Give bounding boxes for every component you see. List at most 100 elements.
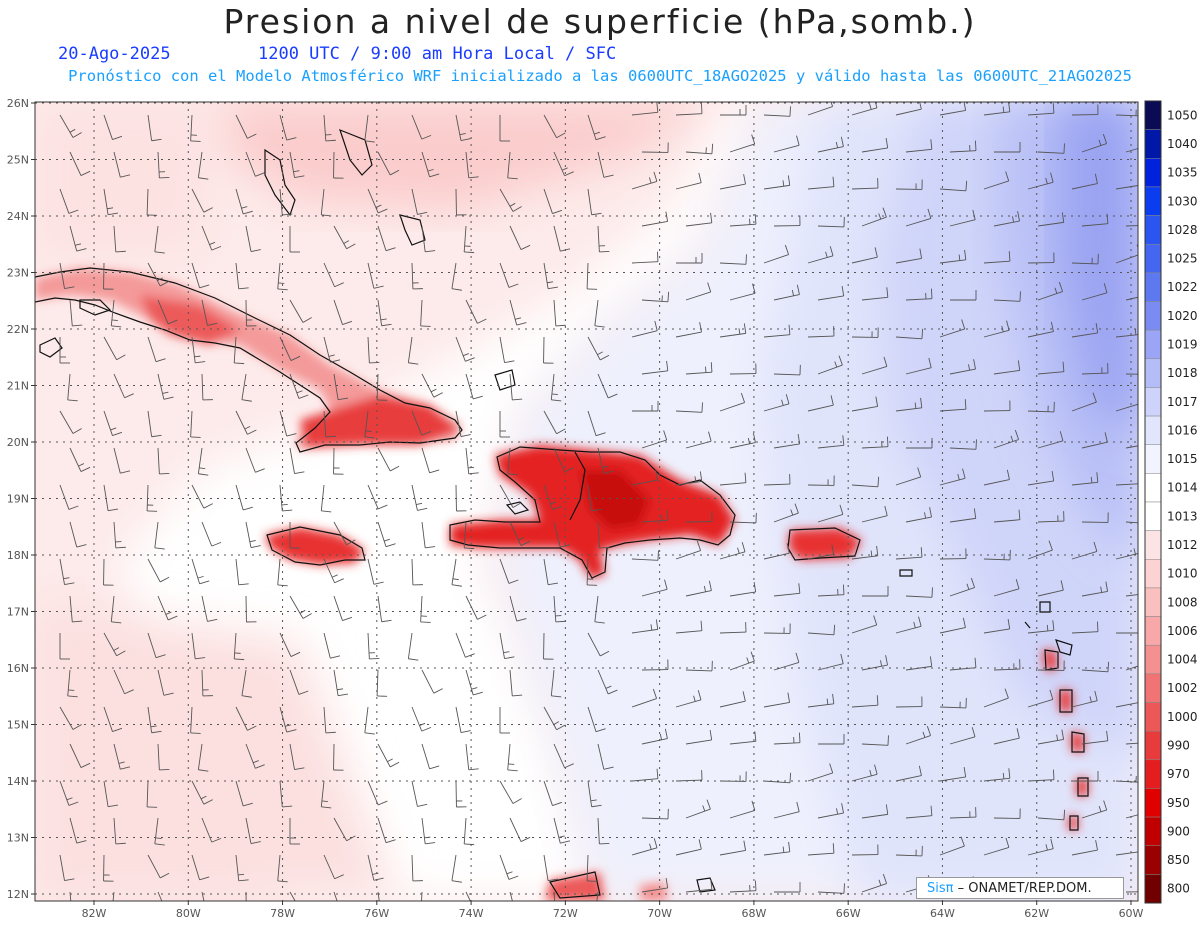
wind-barb [1081,133,1108,153]
wind-barb [983,837,1010,856]
wind-barb [597,521,610,549]
wind-barb [377,299,392,327]
colorbar-swatch [1144,473,1162,503]
wind-barb [1037,580,1064,597]
colorbar-label: 1040 [1167,137,1198,151]
lat-label: 21N [7,380,29,393]
wind-barb [367,484,388,510]
wind-barb [553,743,574,769]
wind-barb [69,743,91,768]
wind-barb [1081,800,1108,819]
colorbar-label: 850 [1167,853,1190,867]
wind-barb [364,706,375,735]
wind-barb [729,432,756,449]
wind-barb [763,244,790,264]
wind-barb [763,474,791,486]
wind-barb [807,475,835,486]
wind-barb [499,188,522,212]
wind-barb [861,356,888,375]
lat-label: 24N [7,210,29,223]
colorbar-swatch [1144,874,1162,904]
wind-barb [553,521,571,548]
wind-barb [147,706,162,734]
wind-barb [289,891,296,901]
wind-barb [197,151,209,180]
colorbar-label: 1030 [1167,194,1198,208]
colorbar-swatch [1144,759,1162,789]
wind-barb [245,595,257,623]
wind-barb [463,225,475,254]
wind-barb [949,727,976,745]
wind-barb [59,410,82,434]
wind-barb [367,780,388,806]
colorbar-swatch [1144,673,1162,703]
wind-barb [1115,548,1138,560]
wind-barb [507,447,518,476]
wind-barb [905,139,933,153]
colorbar-label: 1028 [1167,223,1198,237]
forecast-info: Pronóstico con el Modelo Atmosférico WRF… [68,67,1132,85]
wind-barb [1125,148,1138,153]
wind-barb [499,411,510,438]
wind-barb [455,410,471,437]
wind-barb [729,880,757,893]
lat-label: 20N [7,436,29,449]
wind-barb [543,558,559,586]
wind-barb [851,178,879,190]
wind-barb [421,669,443,694]
wind-barb [543,484,563,511]
wind-barb [1125,225,1138,227]
wind-barb [685,580,712,597]
longitude-labels: 82W 80W 78W 76W 74W 72W 70W 68W 66W 64W 62W 60W [82,901,1144,920]
wind-barb [1027,769,1055,782]
wind-barb [191,484,213,509]
wind-barb [720,105,747,116]
wind-barb [553,151,574,177]
wind-barb [1037,281,1064,301]
wind-barb [553,447,574,473]
wind-barb [1027,540,1053,560]
wind-barb [103,706,123,733]
wind-barb [817,584,845,597]
wind-barb [147,336,166,363]
wind-barb [719,840,747,856]
colorbar-label: 970 [1167,767,1190,781]
wind-barb [773,732,801,745]
wind-barb [235,114,257,139]
wind-barb [320,484,332,513]
wind-barb [1027,172,1054,190]
wind-barb [323,262,344,288]
wind-barb [333,743,344,771]
map-title: Presion a nivel de superficie (hPa,somb.… [223,2,977,41]
colorbar-label: 1015 [1167,452,1198,466]
wind-barb [465,595,487,620]
wind-barb [685,879,713,893]
wind-barb [509,669,523,697]
colorbar-label: 1008 [1167,595,1198,609]
wind-barb [289,743,305,771]
wind-barb [333,225,356,250]
wind-barb [851,476,880,488]
wind-barb [587,114,606,141]
colorbar-swatch [1144,129,1162,159]
wind-barb [685,362,713,375]
wind-barb [905,208,932,227]
wind-barb [147,632,166,659]
wind-barb [333,373,349,401]
wind-barb [411,780,428,807]
lon-label: 62W [1024,907,1049,920]
wind-barb [939,180,968,192]
wind-barb [895,845,923,857]
wind-barb [190,706,201,734]
wind-barb [289,151,305,179]
wind-barb [587,632,610,657]
colorbar-label: 1006 [1167,624,1198,638]
wind-barb [817,355,843,375]
wind-barb [631,251,659,264]
wind-barb [993,728,1020,745]
wind-barb [103,336,126,361]
wind-barb [377,817,396,844]
colorbar-swatch [1144,358,1162,388]
colorbar-swatch [1144,559,1162,589]
wind-barb [333,891,338,901]
